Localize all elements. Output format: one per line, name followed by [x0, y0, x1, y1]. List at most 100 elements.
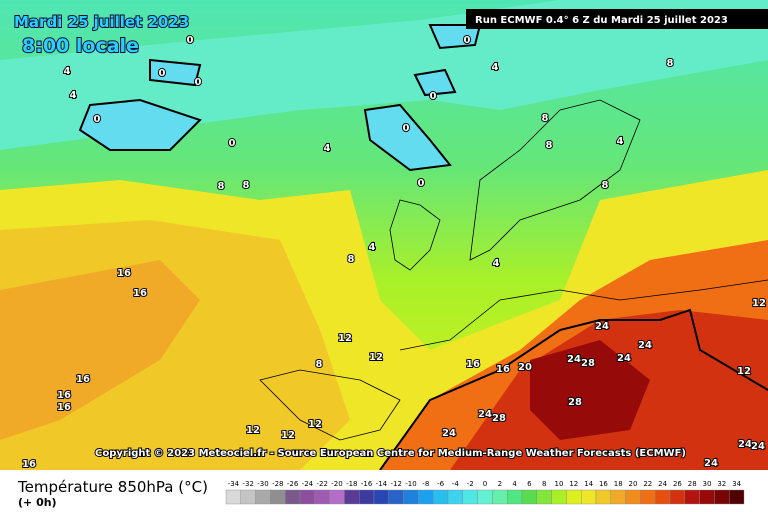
legend-tick: 12	[569, 480, 578, 488]
contour-label: 16	[76, 374, 90, 385]
legend-tick: 16	[599, 480, 608, 488]
legend-tick: 10	[555, 480, 564, 488]
legend-swatch	[462, 489, 478, 505]
coastline	[389, 199, 441, 271]
contour-label: 12	[338, 333, 352, 344]
contour-label: 12	[737, 366, 751, 377]
contour-label: 0	[187, 35, 194, 46]
contour-label: 4	[369, 242, 376, 253]
contour-label: 8	[542, 113, 549, 124]
contour-label: 0	[229, 138, 236, 149]
legend-tick: -20	[331, 480, 342, 488]
legend-tick: -14	[376, 480, 388, 488]
contour-label: 24	[595, 321, 609, 332]
contour-label: 0	[430, 91, 437, 102]
contour-label: 20	[518, 362, 532, 373]
legend-swatch	[418, 489, 434, 505]
contour-label: 8	[348, 254, 355, 265]
contour-label: 28	[492, 413, 506, 424]
cold-pocket	[363, 103, 452, 172]
contour-label: 24	[478, 409, 492, 420]
legend-tick: 22	[643, 480, 652, 488]
legend-tick: 8	[542, 480, 546, 488]
legend-swatch	[447, 489, 464, 505]
legend-tick: -34	[228, 480, 240, 488]
legend-tick: -2	[467, 480, 474, 488]
coastlines	[259, 99, 768, 441]
contour-label: 8	[546, 140, 553, 151]
copyright: Copyright © 2023 Meteociel.fr - Source E…	[95, 448, 686, 459]
contour-label: 16	[466, 359, 480, 370]
legend-swatch	[299, 489, 316, 505]
legend-tick: 4	[512, 480, 517, 488]
legend-tick: 20	[629, 480, 638, 488]
legend-swatch	[477, 489, 493, 505]
contour-label: 16	[117, 268, 131, 279]
legend-swatch	[684, 489, 700, 505]
legend-swatch	[225, 489, 242, 505]
contour-label: 12	[369, 352, 383, 363]
contour-label: 12	[308, 419, 322, 430]
contour-label: 0	[195, 77, 202, 88]
contour-label: 4	[617, 136, 624, 147]
legend-swatch	[595, 489, 612, 505]
legend-swatch	[669, 489, 686, 505]
legend-tick: -12	[390, 480, 401, 488]
contour-label: 12	[246, 425, 260, 436]
contour-label: 16	[57, 402, 71, 413]
legend-tick: 0	[483, 480, 487, 488]
legend-tick: 6	[527, 480, 532, 488]
contour-label: 8	[602, 180, 609, 191]
contour-label: 0	[403, 123, 410, 134]
legend-swatch	[551, 489, 567, 505]
legend-swatch	[521, 489, 538, 505]
legend-swatch	[507, 489, 523, 505]
cold-pocket	[428, 24, 482, 50]
coastline	[399, 279, 768, 351]
legend-tick: -32	[242, 480, 253, 488]
contour-label: 24	[704, 458, 718, 469]
coastline	[259, 369, 401, 441]
legend-swatch	[270, 489, 286, 505]
cold-pocket	[149, 58, 202, 87]
legend-swatch	[729, 489, 745, 505]
legend-swatch	[344, 489, 360, 505]
contour-label: 24	[617, 353, 631, 364]
cold-pocket	[78, 98, 202, 151]
legend-tick: -24	[302, 480, 314, 488]
legend-tick: -8	[422, 480, 429, 488]
legend-swatch	[699, 489, 715, 505]
legend-tick: 30	[703, 480, 712, 488]
contour-label: 4	[70, 90, 77, 101]
legend-tick: 24	[658, 480, 667, 488]
contour-label: 0	[159, 68, 166, 79]
contour-label: 28	[581, 358, 595, 369]
legend-tick: -26	[287, 480, 299, 488]
legend-tick: -6	[437, 480, 445, 488]
contour-label: 8	[218, 181, 225, 192]
contour-label: 8	[243, 180, 250, 191]
cold-pocket	[413, 68, 457, 97]
legend-tick: -4	[452, 480, 460, 488]
contour-label: 0	[418, 178, 425, 189]
hot-core	[530, 340, 650, 440]
contour-label: 16	[496, 364, 510, 375]
legend-swatch	[714, 489, 730, 505]
legend-swatch	[433, 489, 449, 505]
map-time: 8:00 locale	[22, 35, 139, 57]
contour-label: 12	[752, 298, 766, 309]
legend-tick: -18	[346, 480, 357, 488]
legend-swatch	[610, 489, 626, 505]
contour-label: 0	[94, 114, 101, 125]
legend-title: Température 850hPa (°C)	[17, 478, 208, 496]
legend-tick: -30	[257, 480, 268, 488]
run-box	[466, 9, 768, 29]
contour-label: 4	[493, 258, 500, 269]
legend-swatch	[240, 489, 256, 505]
legend-tick: -10	[405, 480, 416, 488]
contour-label: 24	[442, 428, 456, 439]
legend-swatch	[314, 489, 330, 505]
legend-swatch	[359, 489, 375, 505]
